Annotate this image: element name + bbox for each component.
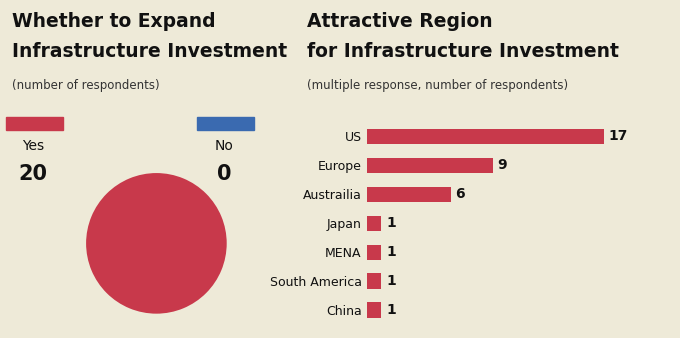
Wedge shape	[86, 173, 226, 314]
Text: Infrastructure Investment: Infrastructure Investment	[12, 42, 287, 61]
Text: 20: 20	[18, 164, 48, 184]
Text: 1: 1	[386, 303, 396, 317]
Text: 1: 1	[386, 274, 396, 288]
Bar	[367, 158, 492, 173]
Text: No: No	[215, 139, 234, 152]
Text: 17: 17	[609, 129, 628, 143]
Bar	[367, 187, 451, 202]
Text: 0: 0	[217, 164, 232, 184]
Bar	[6, 117, 63, 130]
Bar	[197, 117, 254, 130]
Bar	[367, 244, 381, 260]
Text: 1: 1	[386, 216, 396, 230]
Bar	[367, 216, 381, 231]
Text: Yes: Yes	[22, 139, 44, 152]
Text: (multiple response, number of respondents): (multiple response, number of respondent…	[307, 79, 568, 92]
Text: Whether to Expand: Whether to Expand	[12, 12, 216, 31]
Text: Attractive Region: Attractive Region	[307, 12, 492, 31]
Text: 9: 9	[497, 158, 507, 172]
Text: for Infrastructure Investment: for Infrastructure Investment	[307, 42, 619, 61]
Text: (number of respondents): (number of respondents)	[12, 79, 160, 92]
Text: 6: 6	[456, 187, 465, 201]
Bar	[367, 129, 604, 144]
Bar	[367, 273, 381, 289]
Bar	[367, 303, 381, 317]
Text: 1: 1	[386, 245, 396, 259]
